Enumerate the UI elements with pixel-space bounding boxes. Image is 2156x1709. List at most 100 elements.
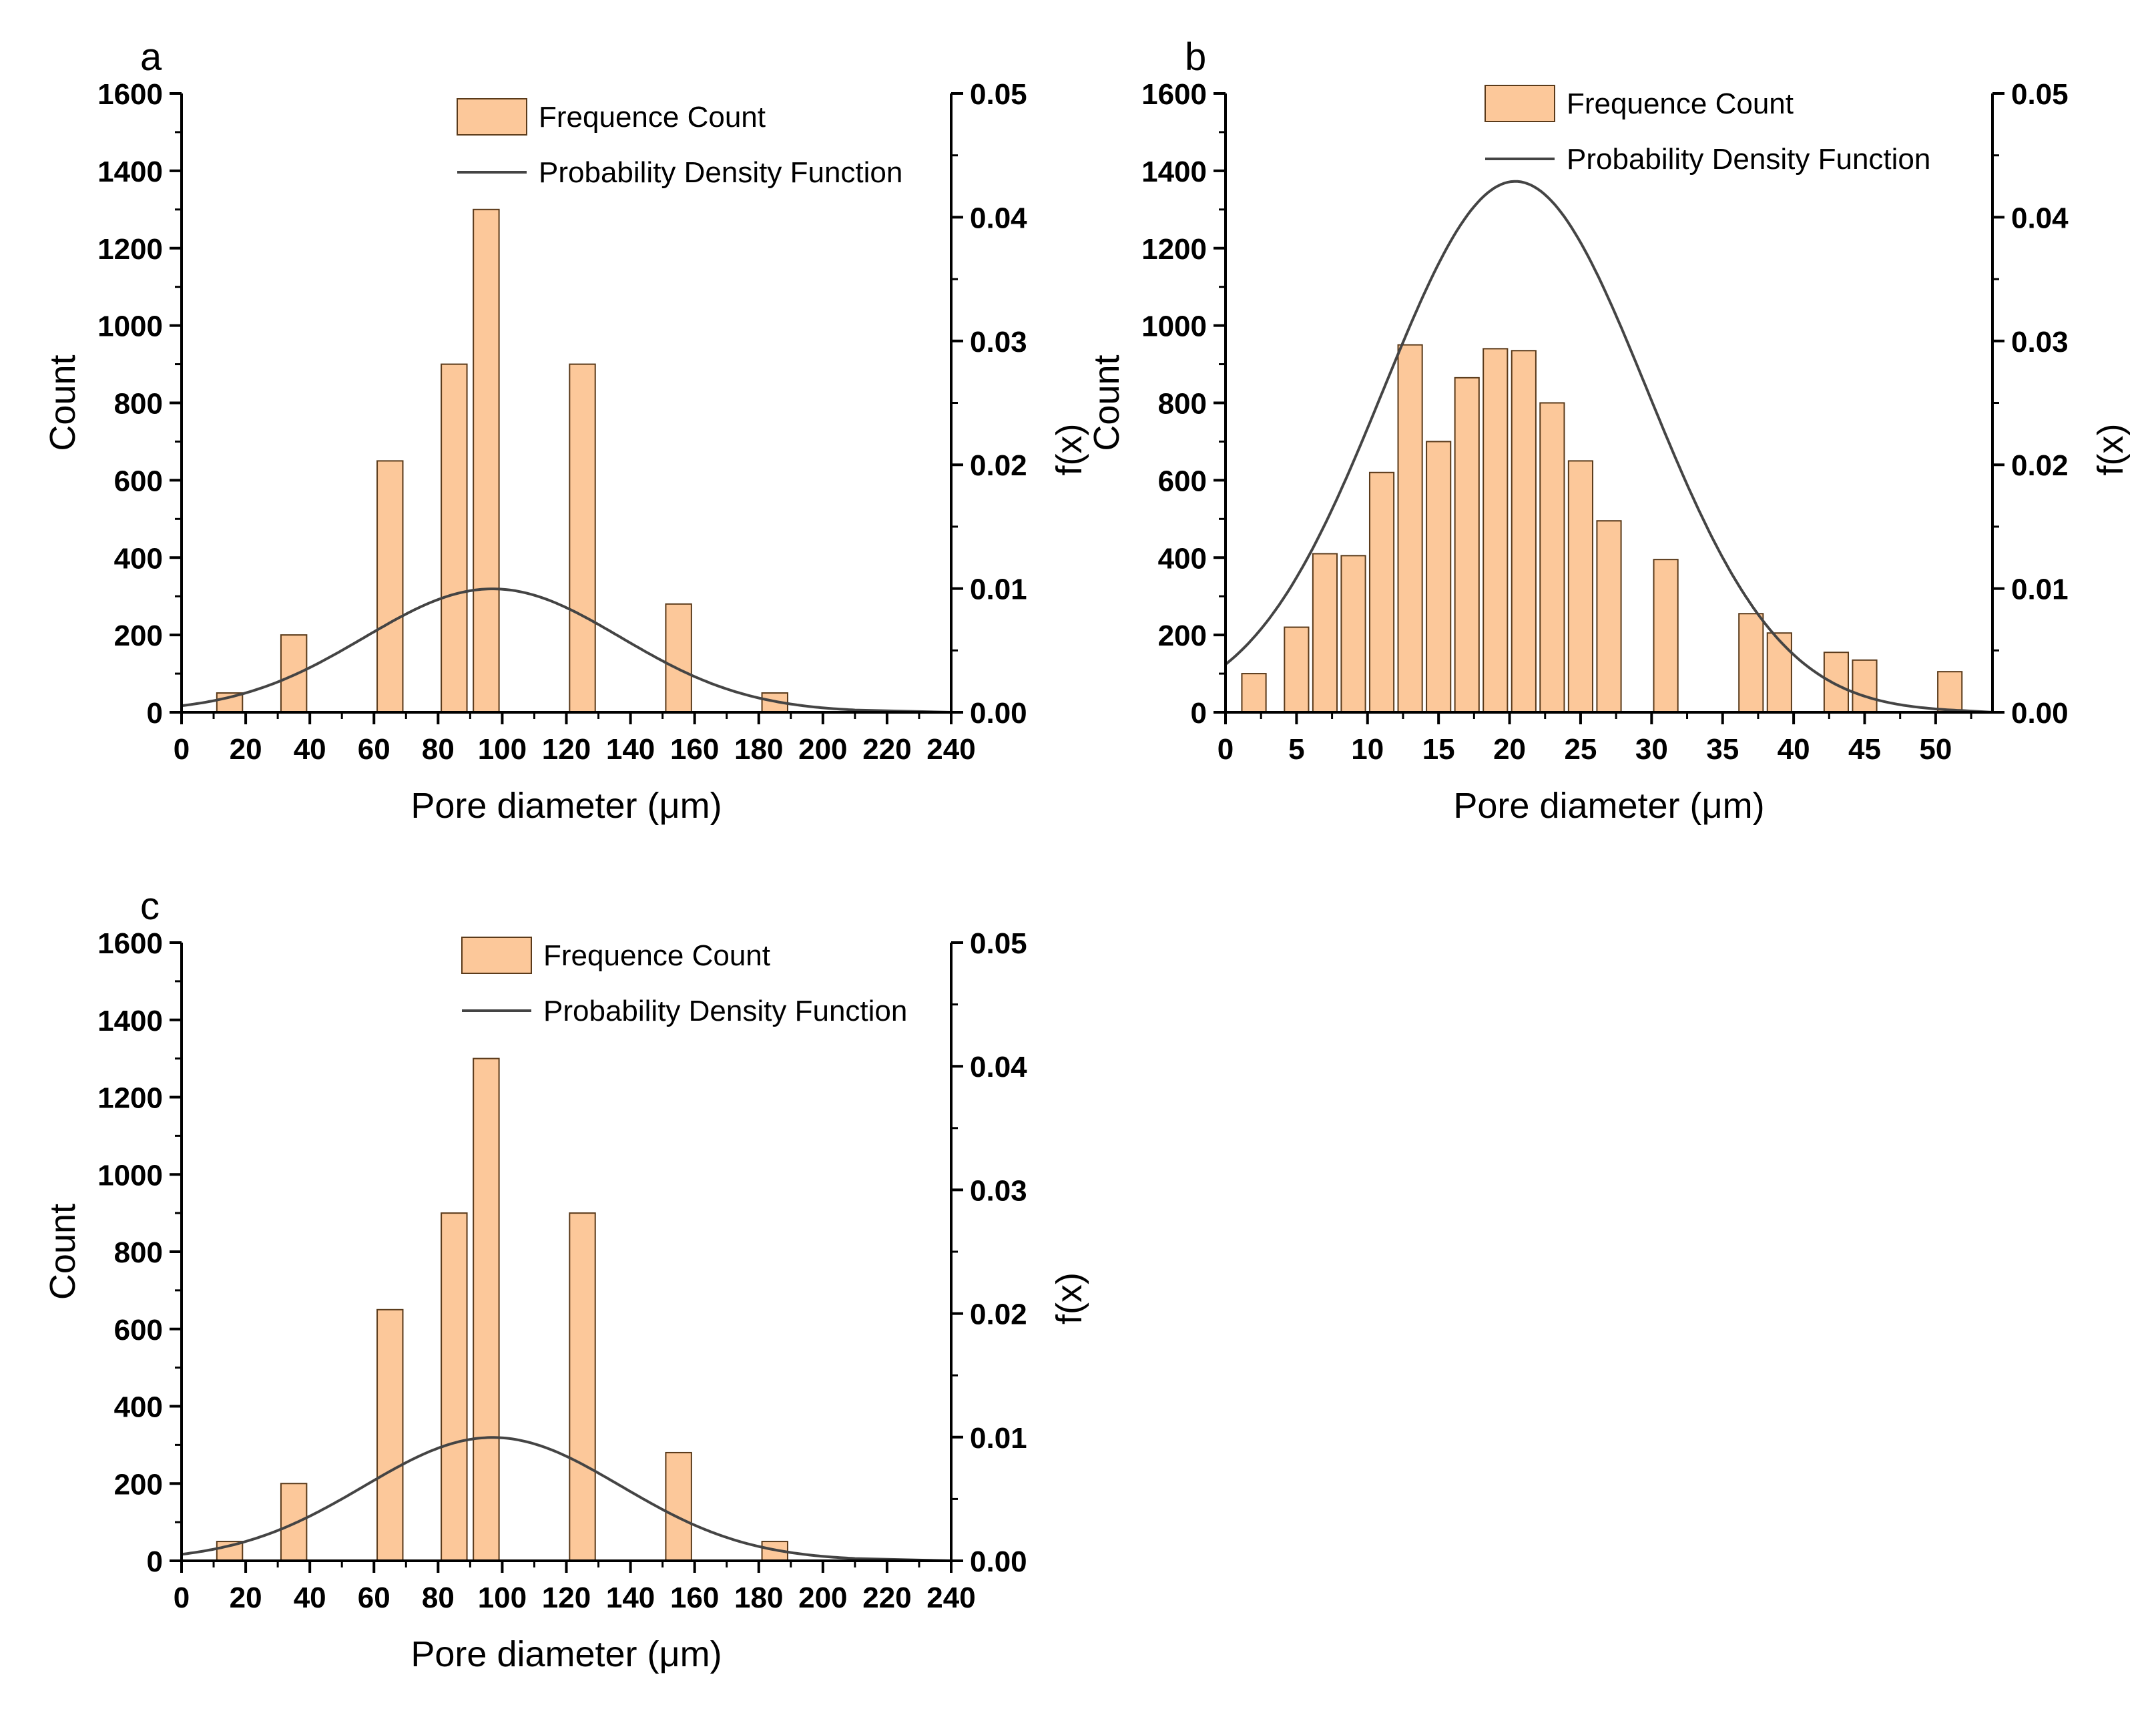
y2-tick-label: 0.00 — [970, 1545, 1027, 1578]
histogram-bar — [473, 208, 500, 713]
y-tick-label: 800 — [114, 388, 163, 421]
x-tick-label: 40 — [1778, 733, 1810, 766]
y-axis-title: Count — [43, 354, 83, 451]
y-tick-label: 200 — [114, 1468, 163, 1501]
x-tick-label: 80 — [422, 733, 455, 766]
x-tick-label: 0 — [1218, 733, 1234, 766]
histogram-bar — [1483, 348, 1509, 713]
legend: Frequence Count Probability Density Funct… — [1485, 85, 1930, 176]
y2-tick-label: 0.05 — [2011, 78, 2069, 111]
y2-tick-label: 0.02 — [970, 1298, 1027, 1331]
y-tick-label: 600 — [1158, 465, 1207, 497]
y-tick-label: 1200 — [1141, 233, 1207, 266]
y2-tick-label: 0.04 — [970, 1051, 1027, 1083]
histogram-bar — [1852, 659, 1878, 713]
histogram-bar — [280, 1483, 308, 1561]
y2-axis-title: f(x) — [1049, 424, 1089, 476]
histogram-bar — [1511, 350, 1537, 713]
x-tick-label: 160 — [670, 1581, 719, 1614]
histogram-bar — [569, 363, 596, 713]
panel-label: b — [1185, 35, 1206, 79]
x-tick-label: 220 — [862, 733, 911, 766]
y2-tick-label: 0.03 — [970, 326, 1027, 358]
y-tick-label: 1200 — [97, 233, 163, 266]
y-tick-label: 400 — [114, 542, 163, 575]
x-tick-label: 20 — [230, 1581, 262, 1614]
x-tick-label: 180 — [734, 733, 783, 766]
legend-label: Frequence Count — [1567, 87, 1794, 120]
histogram-bar — [1823, 652, 1850, 714]
legend-label: Probability Density Function — [539, 156, 902, 189]
y-tick-label: 200 — [1158, 620, 1207, 652]
histogram-bar — [441, 363, 468, 713]
x-tick-label: 80 — [422, 1581, 455, 1614]
y2-tick-label: 0.00 — [2011, 697, 2069, 730]
y2-axis-title: f(x) — [1049, 1272, 1089, 1324]
y2-tick-label: 0.03 — [970, 1174, 1027, 1207]
histogram-bar — [376, 460, 404, 713]
x-tick-label: 15 — [1422, 733, 1455, 766]
legend-swatch-bar — [461, 937, 532, 974]
y2-tick-label: 0.05 — [970, 78, 1027, 111]
x-axis-title: Pore diameter (μm) — [411, 786, 722, 826]
x-tick-label: 35 — [1706, 733, 1739, 766]
y2-axis-title: f(x) — [2091, 424, 2131, 476]
y-tick-label: 1400 — [1141, 156, 1207, 188]
y-tick-label: 0 — [147, 1545, 163, 1578]
x-tick-label: 60 — [358, 733, 390, 766]
x-axis-title: Pore diameter (μm) — [1453, 786, 1764, 826]
y-tick-label: 1600 — [97, 78, 163, 111]
histogram-bar — [1567, 460, 1594, 713]
x-tick-label: 20 — [1493, 733, 1526, 766]
y-tick-label: 0 — [147, 697, 163, 730]
x-tick-label: 240 — [926, 1581, 975, 1614]
y2-tick-label: 0.04 — [2011, 202, 2069, 234]
histogram-bar — [1312, 553, 1338, 713]
x-tick-label: 180 — [734, 1581, 783, 1614]
x-tick-label: 0 — [174, 733, 190, 766]
x-tick-label: 200 — [798, 1581, 847, 1614]
y2-tick-label: 0.05 — [970, 927, 1027, 960]
x-tick-label: 45 — [1848, 733, 1881, 766]
y-tick-label: 1000 — [97, 1159, 163, 1192]
y-tick-label: 1200 — [97, 1082, 163, 1115]
x-tick-label: 140 — [606, 733, 655, 766]
y-tick-label: 1400 — [97, 156, 163, 188]
histogram-bar — [441, 1212, 468, 1561]
y-tick-label: 400 — [114, 1391, 163, 1424]
histogram-bar — [665, 603, 692, 714]
histogram-bar — [1368, 471, 1395, 713]
legend-label: Frequence Count — [543, 939, 770, 972]
x-tick-label: 200 — [798, 733, 847, 766]
legend: Frequence Count Probability Density Funct… — [457, 98, 902, 189]
y-tick-label: 1000 — [1141, 310, 1207, 343]
y-axis-title: Count — [43, 1204, 83, 1300]
panel-label: c — [140, 885, 160, 928]
histogram-bar — [1241, 673, 1267, 713]
histogram-bar — [376, 1308, 404, 1561]
y2-tick-label: 0.01 — [2011, 573, 2069, 606]
x-tick-label: 60 — [358, 1581, 390, 1614]
histogram-bar — [1766, 632, 1792, 714]
panel-label: a — [140, 35, 162, 79]
pdf-curve — [181, 1436, 952, 1562]
panel-c: c 0 20 40 60 80 100 120 140 160 180 200 220 240 0 200 40… — [43, 885, 1089, 1674]
x-tick-label: 25 — [1564, 733, 1597, 766]
y2-tick-label: 0.04 — [970, 202, 1027, 234]
histogram-bar — [1284, 626, 1310, 713]
histogram-bar — [1539, 402, 1565, 713]
y-tick-label: 1600 — [1141, 78, 1207, 111]
y2-tick-label: 0.03 — [2011, 326, 2069, 358]
histogram-bar — [1397, 344, 1423, 713]
y2-tick-label: 0.02 — [2011, 449, 2069, 482]
legend: Frequence Count Probability Density Funct… — [461, 937, 907, 1027]
histogram-bar — [665, 1451, 692, 1561]
x-tick-label: 220 — [862, 1581, 911, 1614]
histogram-bar — [1596, 520, 1622, 713]
legend-swatch-bar — [457, 98, 527, 136]
y-tick-label: 800 — [1158, 388, 1207, 421]
y2-tick-label: 0.00 — [970, 697, 1027, 730]
x-tick-label: 0 — [174, 1581, 190, 1614]
x-tick-label: 120 — [542, 1581, 591, 1614]
x-tick-label: 140 — [606, 1581, 655, 1614]
